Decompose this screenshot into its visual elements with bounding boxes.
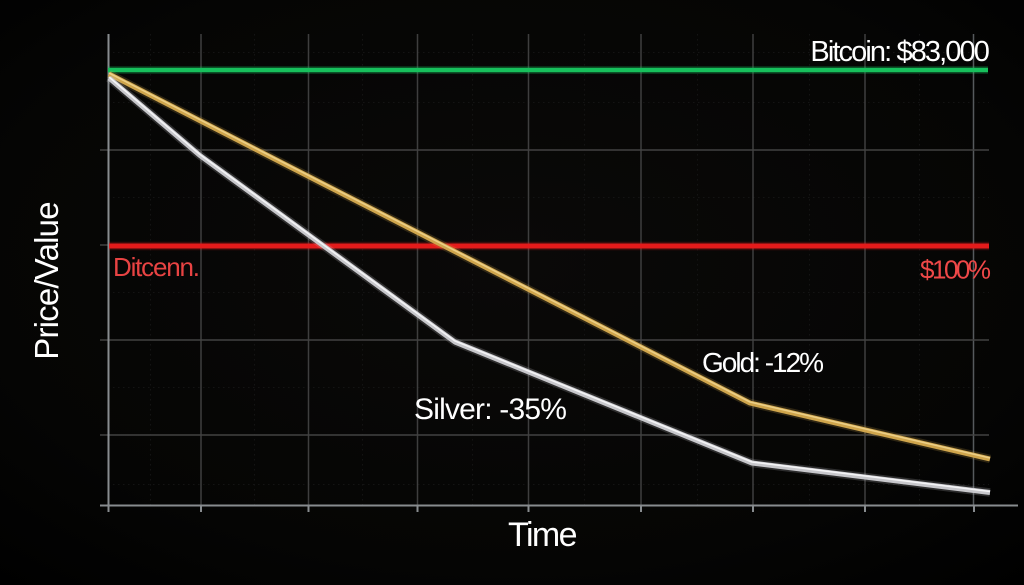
svg-text:Bitcoin: $83,000: Bitcoin: $83,000 bbox=[810, 36, 988, 68]
svg-text:Gold: -12%: Gold: -12% bbox=[702, 347, 823, 378]
svg-text:Silver: -35%: Silver: -35% bbox=[414, 393, 566, 426]
svg-text:Ditcenn.: Ditcenn. bbox=[113, 252, 199, 282]
svg-text:$100%: $100% bbox=[920, 255, 991, 285]
svg-text:Time: Time bbox=[508, 516, 577, 554]
svg-text:Price/Value: Price/Value bbox=[28, 202, 65, 360]
